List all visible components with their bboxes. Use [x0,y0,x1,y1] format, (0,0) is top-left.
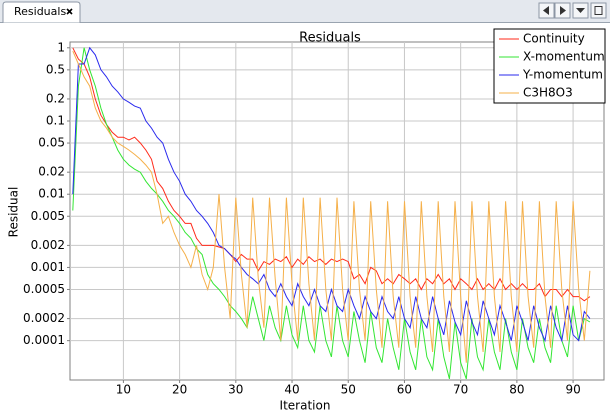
legend-label: Y-momentum [522,68,603,82]
y-tick-label: 0.0001 [23,333,65,347]
legend-label: Continuity [523,32,585,46]
y-axis-label: Residual [7,187,21,238]
x-tick-label: 30 [228,383,243,397]
y-tick-label: 0.0002 [23,311,65,325]
y-tick-label: 0.002 [31,238,65,252]
tab-label: Residuals [14,5,66,18]
y-tick-label: 0.005 [31,209,65,223]
y-tick-label: 0.1 [46,114,65,128]
legend-label: X-momentum [523,50,605,64]
y-tick-label: 0.5 [46,62,65,76]
y-tick-label: 0.01 [38,187,65,201]
y-tick-label: 0.2 [46,91,65,105]
legend-box [493,28,606,104]
y-tick-label: 0.05 [38,136,65,150]
series-line [72,47,591,380]
nav-buttons[interactable] [538,2,607,19]
series-line [72,50,591,363]
x-tick-label: 80 [509,383,524,397]
x-axis-label: Iteration [280,399,331,413]
x-tick-label: 20 [172,383,187,397]
tab-bar [0,0,610,23]
series-line [72,46,591,343]
x-tick-label: 90 [565,383,580,397]
x-tick-label: 40 [284,383,299,397]
y-tick-label: 0.02 [38,165,65,179]
legend-label: C3H8O3 [523,86,573,100]
x-tick-label: 50 [341,383,356,397]
y-tick-label: 1 [57,40,65,54]
series-line [72,47,591,302]
tab-close[interactable] [66,8,73,15]
x-tick-label: 70 [453,383,468,397]
y-tick-label: 0.001 [31,260,65,274]
x-tick-label: 60 [397,383,412,397]
tab[interactable] [2,1,81,23]
x-tick-label: 10 [116,383,131,397]
y-tick-label: 0.0005 [23,282,65,296]
